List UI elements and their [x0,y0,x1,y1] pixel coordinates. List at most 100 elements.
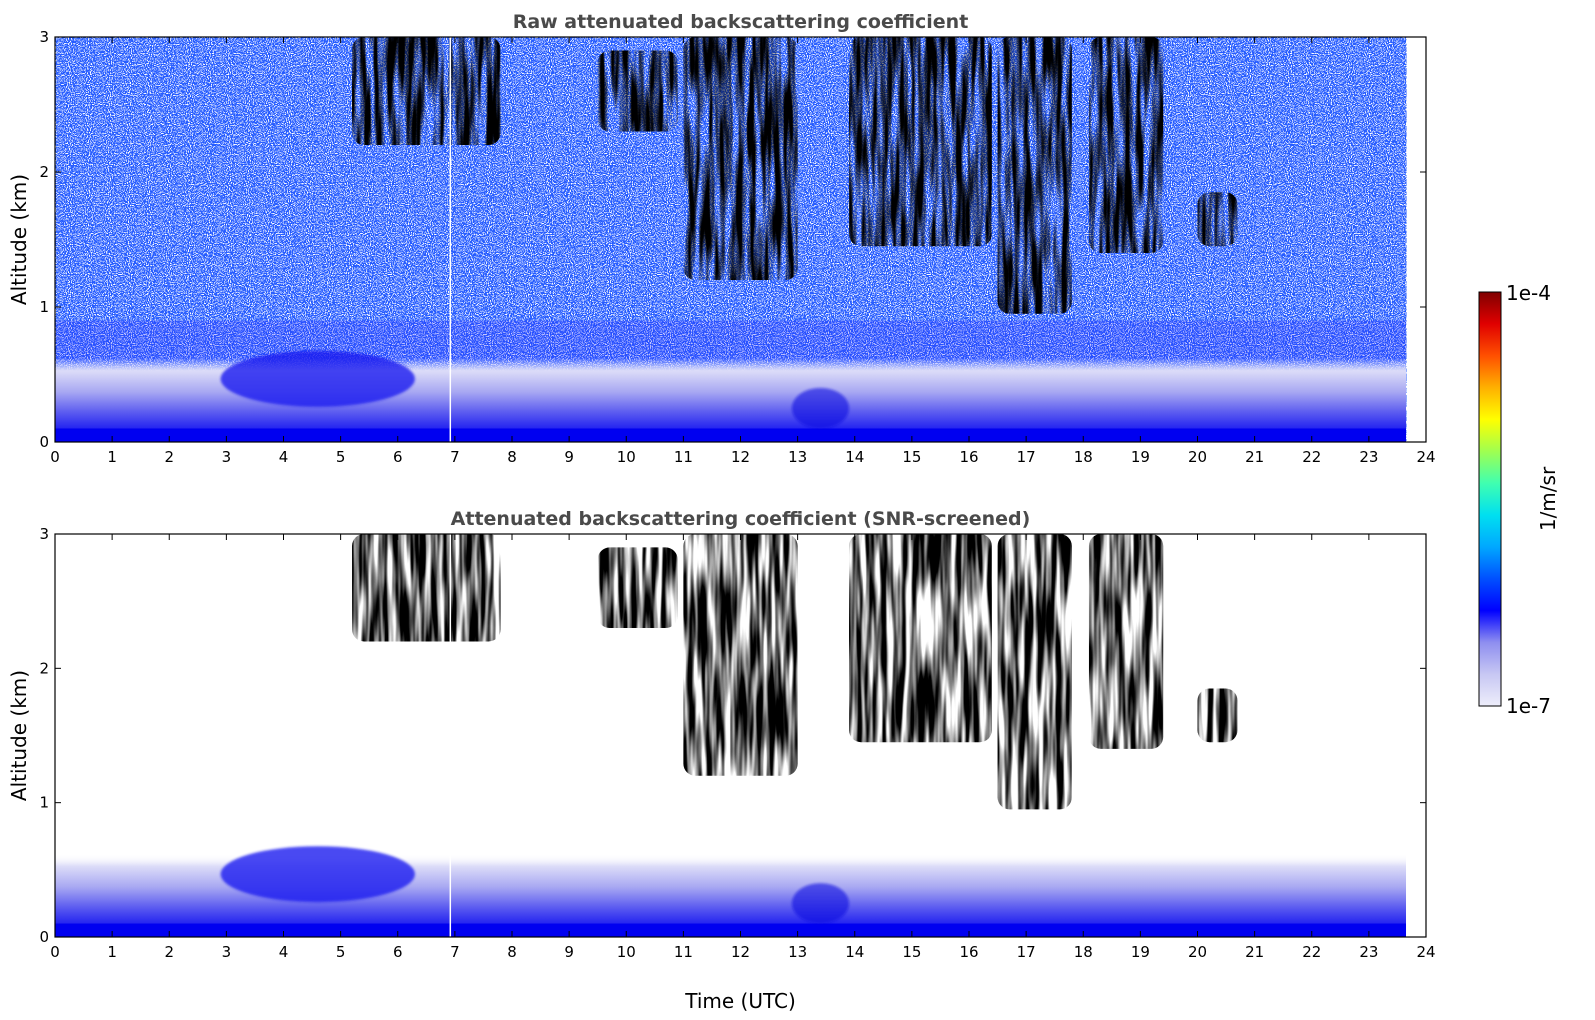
x-axis-label: Time (UTC) [684,989,796,1013]
x-tick-label: 24 [1416,448,1435,466]
x-tick-label: 19 [1131,448,1150,466]
aerosol-patch [791,883,850,924]
x-tick-label: 4 [279,943,289,961]
cloud-layer [874,544,967,691]
x-tick-label: 22 [1302,943,1321,961]
x-tick-label: 13 [788,448,807,466]
x-tick-label: 11 [674,943,693,961]
cloud-feature [1088,37,1164,253]
x-tick-label: 12 [731,448,750,466]
aerosol-plume [220,846,415,903]
x-tick-label: 6 [393,943,403,961]
cloud-feature [997,534,1072,810]
x-tick-label: 15 [902,448,921,466]
x-tick-label: 3 [222,943,232,961]
x-tick-label: 10 [617,943,636,961]
x-tick-label: 20 [1188,448,1207,466]
x-tick-label: 9 [564,448,574,466]
x-tick-label: 10 [617,448,636,466]
x-tick-label: 14 [845,448,864,466]
x-tick-label: 6 [393,448,403,466]
cloud-layer [874,47,967,194]
y-tick-label: 1 [39,794,49,812]
x-tick-label: 19 [1131,943,1150,961]
cloud-layer [1102,47,1150,199]
x-tick-label: 5 [336,943,346,961]
x-tick-label: 18 [1074,943,1093,961]
cloud-layer [1102,544,1150,696]
x-tick-label: 20 [1188,943,1207,961]
cloud-feature [1088,534,1164,749]
y-axis-label: Altitude (km) [7,670,31,801]
aerosol-patch [791,388,850,429]
x-tick-label: 8 [507,943,517,961]
cloud-layer [1010,50,1059,245]
colorbar: 1e-4 1e-7 1/m/sr [1478,281,1560,718]
y-axis-label: Altitude (km) [7,174,31,305]
cloud-feature [683,37,798,280]
y-tick-label: 0 [39,928,49,946]
colorbar-scale [1478,291,1502,707]
x-tick-label: 21 [1245,943,1264,961]
cloud-layer [1010,547,1059,741]
y-tick-label: 0 [39,433,49,451]
y-tick-label: 3 [39,28,49,46]
x-tick-label: 0 [50,448,60,466]
colorbar-unit-label: 1/m/sr [1536,466,1560,531]
x-tick-label: 22 [1302,448,1321,466]
x-tick-label: 7 [450,943,460,961]
cloud-feature [597,547,678,629]
panel-title-raw: Raw attenuated backscattering coefficien… [513,11,969,33]
cloud-feature [849,37,992,247]
x-tick-label: 9 [564,943,574,961]
cloud-feature [1197,192,1238,247]
y-tick-label: 2 [39,659,49,677]
x-tick-label: 15 [902,943,921,961]
x-tick-label: 14 [845,943,864,961]
cloud-feature [352,37,501,145]
x-tick-label: 2 [164,448,174,466]
x-tick-label: 1 [107,448,117,466]
cloud-feature [1197,688,1238,743]
panel-raw: Raw attenuated backscattering coefficien… [7,11,1436,466]
cloud-feature [849,534,992,743]
x-tick-label: 16 [959,943,978,961]
cloud-layer [703,49,778,220]
x-tick-label: 13 [788,943,807,961]
cloud-layer [703,546,778,716]
cloud-feature [997,37,1072,314]
y-tick-label: 1 [39,298,49,316]
x-tick-label: 17 [1017,448,1036,466]
axes-snr: 0 1 2 3 4 5 6 7 8 9 10 11 12 13 14 15 16 17 18 19 20 21 22 23 24… [39,525,1435,961]
x-tick-label: 24 [1416,943,1435,961]
x-tick-label: 1 [107,943,117,961]
x-tick-label: 3 [222,448,232,466]
x-tick-label: 4 [279,448,289,466]
x-tick-label: 16 [959,448,978,466]
cloud-layer [1204,194,1231,233]
cloud-feature [352,534,501,642]
panel-snr-screened: Attenuated backscattering coefficient (S… [7,508,1436,961]
x-tick-label: 7 [450,448,460,466]
cloud-feature [597,50,678,132]
cloud-layer [378,42,474,118]
x-tick-label: 11 [674,448,693,466]
x-tick-label: 17 [1017,943,1036,961]
aerosol-plume [220,350,415,407]
y-tick-label: 3 [39,525,49,543]
plot-area-snr [55,534,1407,937]
cloud-layer [1204,691,1231,729]
y-tick-label: 2 [39,163,49,181]
panel-title-snr: Attenuated backscattering coefficient (S… [451,508,1031,530]
x-tick-label: 21 [1245,448,1264,466]
plot-area-raw [55,37,1407,442]
cloud-layer [378,539,474,615]
x-tick-label: 0 [50,943,60,961]
cloud-layer [612,54,664,112]
colorbar-max-label: 1e-4 [1506,281,1551,305]
axes-raw: 0 1 2 3 4 5 6 7 8 9 10 11 12 13 14 15 16 17 18 19 20 21 22 23 24… [39,28,1435,466]
cloud-layer [612,551,664,608]
x-tick-label: 12 [731,943,750,961]
colorbar-min-label: 1e-7 [1506,694,1551,718]
